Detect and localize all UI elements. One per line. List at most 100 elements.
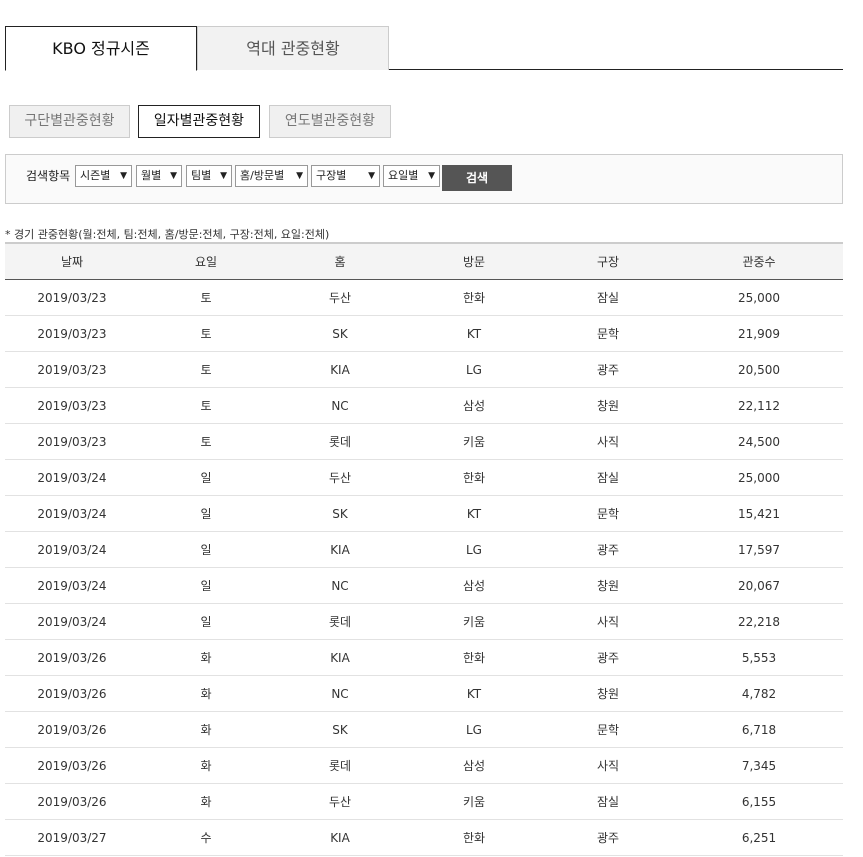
cell-weekday: 토 bbox=[200, 363, 212, 377]
cell-stadium: 잠실 bbox=[596, 291, 620, 305]
result-caption: * 경기 관중현황(월:전체, 팀:전체, 홈/방문:전체, 구장:전체, 요일… bbox=[5, 228, 330, 241]
cell-stadium: 광주 bbox=[596, 543, 620, 557]
cell-attendance: 7,345 bbox=[741, 759, 777, 773]
cell-stadium: 광주 bbox=[596, 363, 620, 377]
team-select-value: 팀별 bbox=[191, 169, 212, 182]
cell-attendance: 20,500 bbox=[738, 363, 780, 377]
cell-date: 2019/03/26 bbox=[37, 687, 107, 701]
table-row: 2019/03/23 토 KIA LG 광주 20,500 bbox=[5, 352, 843, 388]
subtab-by-year[interactable]: 연도별관중현황 bbox=[269, 105, 391, 138]
cell-away: 한화 bbox=[462, 291, 486, 305]
cell-stadium: 창원 bbox=[596, 687, 620, 701]
search-button[interactable]: 검색 bbox=[442, 165, 512, 191]
cell-away: 삼성 bbox=[462, 579, 486, 593]
cell-stadium: 잠실 bbox=[596, 795, 620, 809]
cell-attendance: 21,909 bbox=[738, 327, 780, 341]
cell-date: 2019/03/23 bbox=[37, 399, 107, 413]
filter-label: 검색항목 bbox=[26, 169, 71, 183]
table-row: 2019/03/23 토 SK KT 문학 21,909 bbox=[5, 316, 843, 352]
cell-away: KT bbox=[466, 687, 482, 701]
weekday-select[interactable]: 요일별 ▼ bbox=[383, 165, 440, 187]
month-select-value: 월별 bbox=[141, 169, 162, 182]
table-row: 2019/03/23 토 NC 삼성 창원 22,112 bbox=[5, 388, 843, 424]
cell-weekday: 일 bbox=[200, 507, 212, 521]
cell-away: KT bbox=[466, 327, 482, 341]
cell-stadium: 문학 bbox=[596, 507, 620, 521]
top-tab-bar: KBO 정규시즌 역대 관중현황 bbox=[5, 26, 843, 71]
table-row: 2019/03/26 화 KIA 한화 광주 5,553 bbox=[5, 640, 843, 676]
cell-date: 2019/03/23 bbox=[37, 435, 107, 449]
cell-weekday: 화 bbox=[200, 723, 212, 737]
subtab-by-date[interactable]: 일자별관중현황 bbox=[138, 105, 260, 138]
cell-home: KIA bbox=[330, 543, 350, 557]
cell-home: 롯데 bbox=[328, 759, 352, 773]
cell-attendance: 20,067 bbox=[738, 579, 780, 593]
cell-home: 롯데 bbox=[328, 615, 352, 629]
cell-date: 2019/03/23 bbox=[37, 291, 107, 305]
col-attendance: 관중수 bbox=[742, 255, 776, 269]
cell-attendance: 25,000 bbox=[738, 471, 780, 485]
table-row: 2019/03/26 화 NC KT 창원 4,782 bbox=[5, 676, 843, 712]
cell-date: 2019/03/26 bbox=[37, 723, 107, 737]
cell-date: 2019/03/23 bbox=[37, 327, 107, 341]
col-date: 날짜 bbox=[60, 255, 84, 269]
cell-away: LG bbox=[466, 543, 482, 557]
cell-attendance: 4,782 bbox=[741, 687, 777, 701]
cell-stadium: 창원 bbox=[596, 399, 620, 413]
chevron-down-icon: ▼ bbox=[220, 171, 227, 181]
cell-weekday: 일 bbox=[200, 471, 212, 485]
cell-attendance: 6,718 bbox=[741, 723, 777, 737]
cell-attendance: 17,597 bbox=[738, 543, 780, 557]
cell-stadium: 사직 bbox=[596, 435, 620, 449]
cell-weekday: 화 bbox=[200, 687, 212, 701]
season-select-value: 시즌별 bbox=[80, 169, 111, 182]
cell-weekday: 토 bbox=[200, 399, 212, 413]
cell-away: 삼성 bbox=[462, 399, 486, 413]
stadium-select[interactable]: 구장별 ▼ bbox=[311, 165, 380, 187]
table-row: 2019/03/27 수 KIA 한화 광주 6,251 bbox=[5, 820, 843, 856]
month-select[interactable]: 월별 ▼ bbox=[136, 165, 182, 187]
cell-date: 2019/03/27 bbox=[37, 831, 107, 845]
cell-away: 키움 bbox=[462, 615, 486, 629]
cell-attendance: 6,251 bbox=[741, 831, 777, 845]
cell-date: 2019/03/26 bbox=[37, 795, 107, 809]
cell-attendance: 24,500 bbox=[738, 435, 780, 449]
table-row: 2019/03/24 일 KIA LG 광주 17,597 bbox=[5, 532, 843, 568]
cell-home: SK bbox=[332, 327, 348, 341]
filter-bar: 검색항목 시즌별 ▼ 월별 ▼ 팀별 ▼ 홈/방문별 ▼ 구장별 ▼ 요일별 ▼ 검색 bbox=[5, 154, 843, 204]
subtab-by-team[interactable]: 구단별관중현황 bbox=[9, 105, 130, 138]
cell-home: 롯데 bbox=[328, 435, 352, 449]
season-select[interactable]: 시즌별 ▼ bbox=[75, 165, 132, 187]
cell-home: SK bbox=[332, 723, 348, 737]
table-row: 2019/03/23 토 두산 한화 잠실 25,000 bbox=[5, 280, 843, 316]
cell-away: 한화 bbox=[462, 651, 486, 665]
cell-away: KT bbox=[466, 507, 482, 521]
cell-weekday: 토 bbox=[200, 435, 212, 449]
tab-kbo-regular-season[interactable]: KBO 정규시즌 bbox=[5, 26, 197, 71]
cell-away: 키움 bbox=[462, 795, 486, 809]
cell-away: 한화 bbox=[462, 471, 486, 485]
cell-weekday: 수 bbox=[200, 831, 212, 845]
cell-weekday: 토 bbox=[200, 291, 212, 305]
table-row: 2019/03/26 화 롯데 삼성 사직 7,345 bbox=[5, 748, 843, 784]
cell-stadium: 사직 bbox=[596, 759, 620, 773]
chevron-down-icon: ▼ bbox=[428, 171, 435, 181]
team-select[interactable]: 팀별 ▼ bbox=[186, 165, 232, 187]
cell-attendance: 22,218 bbox=[738, 615, 780, 629]
cell-weekday: 토 bbox=[200, 327, 212, 341]
cell-home: KIA bbox=[330, 651, 350, 665]
table-row: 2019/03/23 토 롯데 키움 사직 24,500 bbox=[5, 424, 843, 460]
tab-historical-attendance[interactable]: 역대 관중현황 bbox=[197, 26, 389, 70]
cell-weekday: 화 bbox=[200, 651, 212, 665]
cell-stadium: 문학 bbox=[596, 327, 620, 341]
table-row: 2019/03/26 화 두산 키움 잠실 6,155 bbox=[5, 784, 843, 820]
cell-stadium: 창원 bbox=[596, 579, 620, 593]
home-away-select[interactable]: 홈/방문별 ▼ bbox=[235, 165, 308, 187]
cell-home: KIA bbox=[330, 831, 350, 845]
cell-attendance: 15,421 bbox=[738, 507, 780, 521]
cell-date: 2019/03/24 bbox=[37, 471, 107, 485]
cell-home: 두산 bbox=[328, 471, 352, 485]
attendance-table: 날짜 요일 홈 방문 구장 관중수 2019/03/23 토 두산 한화 잠실 25,00… bbox=[5, 242, 843, 856]
cell-home: 두산 bbox=[328, 795, 352, 809]
cell-stadium: 광주 bbox=[596, 831, 620, 845]
